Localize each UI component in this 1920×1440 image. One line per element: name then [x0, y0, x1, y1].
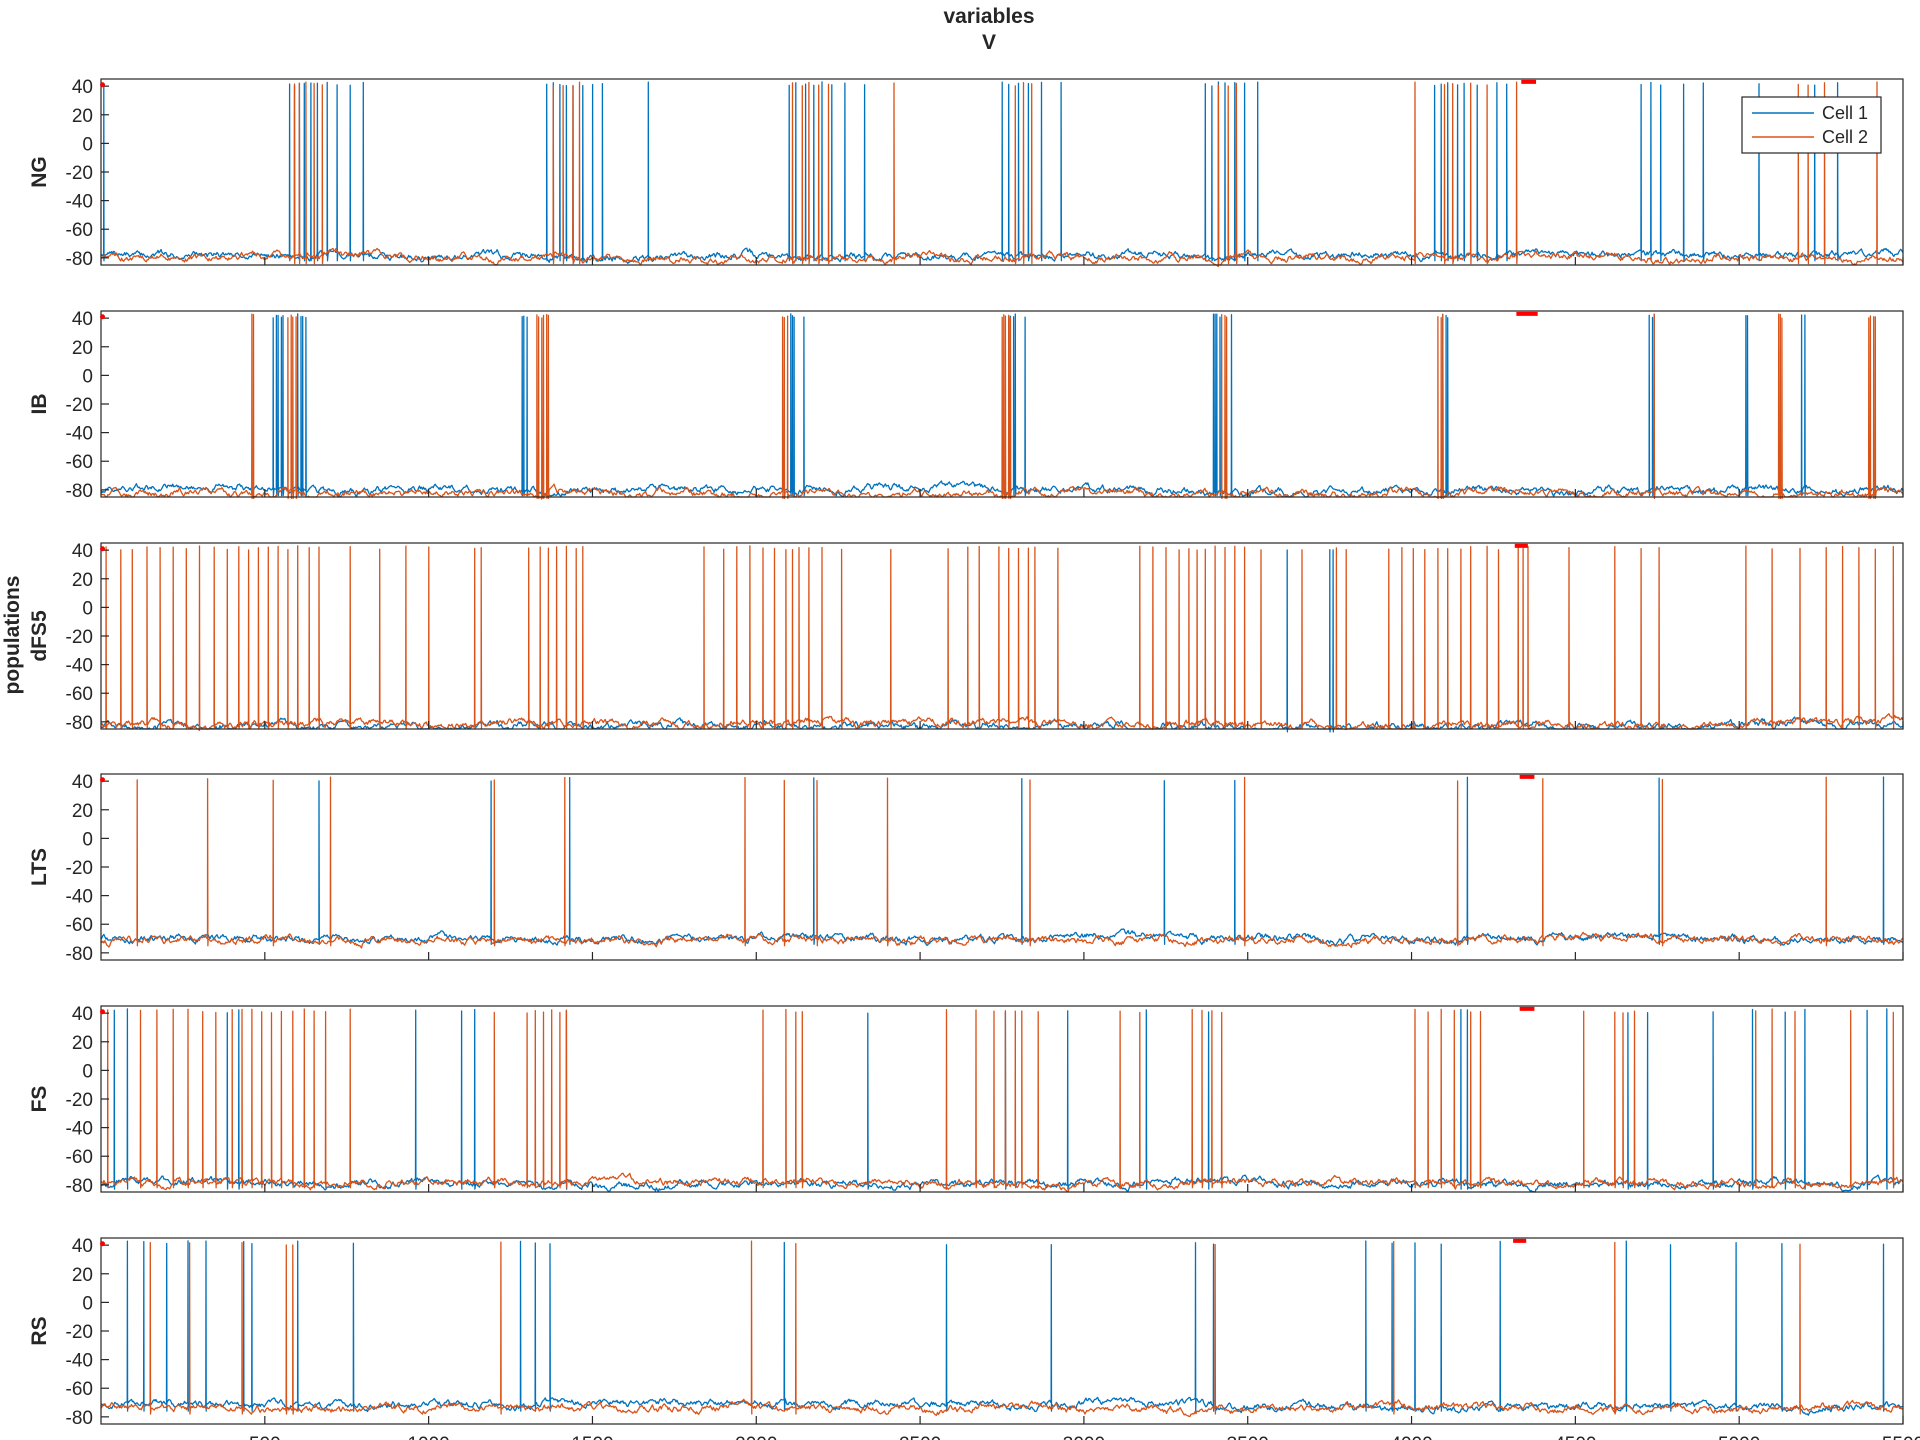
ylabel-dfs5: dFS5: [28, 610, 51, 662]
corner-marker-rs: [100, 1241, 105, 1247]
ytick-label-ib: 0: [82, 366, 93, 387]
ytick-label-dfs5: -60: [66, 684, 93, 705]
ylabel-ib: IB: [28, 394, 51, 415]
ytick-label-rs: -20: [66, 1322, 93, 1343]
xtick-label: 2500: [899, 1434, 941, 1440]
ytick-label-fs: -20: [66, 1090, 93, 1111]
ytick-label-ng: -40: [66, 192, 93, 213]
panel-ib: 40 20 0 -20 -40 -60 -80 IB: [28, 309, 1904, 502]
ytick-label-lts: -80: [66, 944, 93, 965]
group-ylabel: populations: [1, 576, 24, 695]
ytick-label-rs: 40: [72, 1236, 93, 1257]
legend-label-cell-1: Cell 1: [1822, 103, 1868, 123]
ytick-label-rs: -40: [66, 1351, 93, 1372]
ytick-label-ib: -60: [66, 452, 93, 473]
axes-lts: [100, 773, 1904, 961]
trace-rs-cell-2: [100, 1240, 1903, 1418]
legend-label-cell-2: Cell 2: [1822, 127, 1868, 147]
panel-lts: 40 20 0 -20 -40 -60 -80 LTS: [28, 772, 1904, 965]
trace-dfs5-cell-2: [100, 545, 1904, 732]
xtick-label: 1500: [571, 1434, 613, 1440]
xtick-label: 1000: [407, 1434, 449, 1440]
panel-dfs5: 40 20 0 -20 -40 -60 -80 dFS5: [28, 541, 1904, 734]
ytick-label-dfs5: -20: [66, 627, 93, 648]
panel-ng: 40 20 0 -20 -40 -60 -80 NG: [28, 77, 1904, 270]
xtick-label: 2000: [735, 1434, 777, 1440]
ytick-label-fs: -40: [66, 1119, 93, 1140]
ytick-label-ib: 40: [72, 309, 93, 330]
panel-fs: 40 20 0 -20 -40 -60 -80 FS: [28, 1004, 1904, 1197]
ytick-label-ib: -80: [66, 481, 93, 502]
ylabel-ng: NG: [28, 156, 51, 188]
ylabel-lts: LTS: [28, 848, 51, 886]
ytick-label-ng: 0: [82, 134, 93, 155]
ytick-label-ib: -40: [66, 424, 93, 445]
axes-fs: [100, 1005, 1904, 1193]
corner-marker-ng: [100, 82, 105, 88]
ytick-label-lts: -40: [66, 887, 93, 908]
ytick-label-rs: 20: [72, 1265, 93, 1286]
ytick-label-fs: -80: [66, 1176, 93, 1197]
ytick-label-dfs5: -40: [66, 656, 93, 677]
trace-fs-cell-1: [100, 1008, 1904, 1193]
trace-dfs5-cell-1: [100, 549, 1903, 733]
ytick-label-lts: -20: [66, 858, 93, 879]
ytick-label-dfs5: -80: [66, 713, 93, 734]
trace-ib-cell-2: [100, 313, 1904, 500]
trace-lts-cell-2: [100, 776, 1904, 949]
trace-fs-cell-2: [100, 1008, 1903, 1192]
ytick-label-fs: 40: [72, 1004, 93, 1025]
ytick-label-dfs5: 20: [72, 570, 93, 591]
axes-rs: [100, 1237, 1904, 1425]
xtick-label: 3500: [1227, 1434, 1269, 1440]
ylabel-rs: RS: [28, 1316, 51, 1345]
ytick-label-lts: -60: [66, 915, 93, 936]
axes-dfs5: [100, 542, 1904, 730]
xtick-label: 500: [249, 1434, 281, 1440]
trace-ng-cell-2: [100, 81, 1904, 268]
xtick-label: 5000: [1718, 1434, 1760, 1440]
ytick-label-rs: -60: [66, 1379, 93, 1400]
ytick-label-lts: 40: [72, 772, 93, 793]
ytick-label-ib: 20: [72, 338, 93, 359]
ytick-label-fs: 20: [72, 1033, 93, 1054]
corner-marker-ib: [100, 314, 105, 320]
ytick-label-ng: 40: [72, 77, 93, 98]
ytick-label-ng: -60: [66, 220, 93, 241]
corner-marker-lts: [100, 777, 105, 783]
xtick-label: 3000: [1063, 1434, 1105, 1440]
ytick-label-ng: 20: [72, 106, 93, 127]
legend: Cell 1 Cell 2: [1741, 96, 1882, 154]
ytick-label-ib: -20: [66, 395, 93, 416]
corner-marker-fs: [100, 1009, 105, 1015]
ytick-label-lts: 0: [82, 829, 93, 850]
ytick-label-dfs5: 40: [72, 541, 93, 562]
panels: 40200-20-40-60-80NG40200-20-40-60-80IB40…: [28, 77, 1920, 1440]
ytick-label-ng: -80: [66, 249, 93, 270]
ytick-label-rs: 0: [82, 1293, 93, 1314]
figure-subtitle: V: [982, 31, 996, 54]
panel-rs: 40 20 0 -20 -40 -60 -80 500 1000 1500 2000 2500 3000…: [28, 1236, 1920, 1440]
trace-ng-cell-1: [100, 81, 1904, 264]
corner-marker-dfs5: [100, 546, 105, 552]
ytick-label-rs: -80: [66, 1408, 93, 1429]
xtick-label: 4500: [1554, 1434, 1596, 1440]
ytick-label-fs: 0: [82, 1061, 93, 1082]
ytick-label-ng: -20: [66, 163, 93, 184]
trace-rs-cell-1: [100, 1240, 1903, 1416]
ytick-label-lts: 20: [72, 801, 93, 822]
ytick-label-fs: -60: [66, 1147, 93, 1168]
trace-lts-cell-1: [100, 776, 1904, 946]
xtick-label: 4000: [1390, 1434, 1432, 1440]
ylabel-fs: FS: [28, 1086, 51, 1113]
xtick-label: 5500: [1882, 1434, 1920, 1440]
ytick-label-dfs5: 0: [82, 598, 93, 619]
figure-title: variables: [943, 5, 1034, 28]
